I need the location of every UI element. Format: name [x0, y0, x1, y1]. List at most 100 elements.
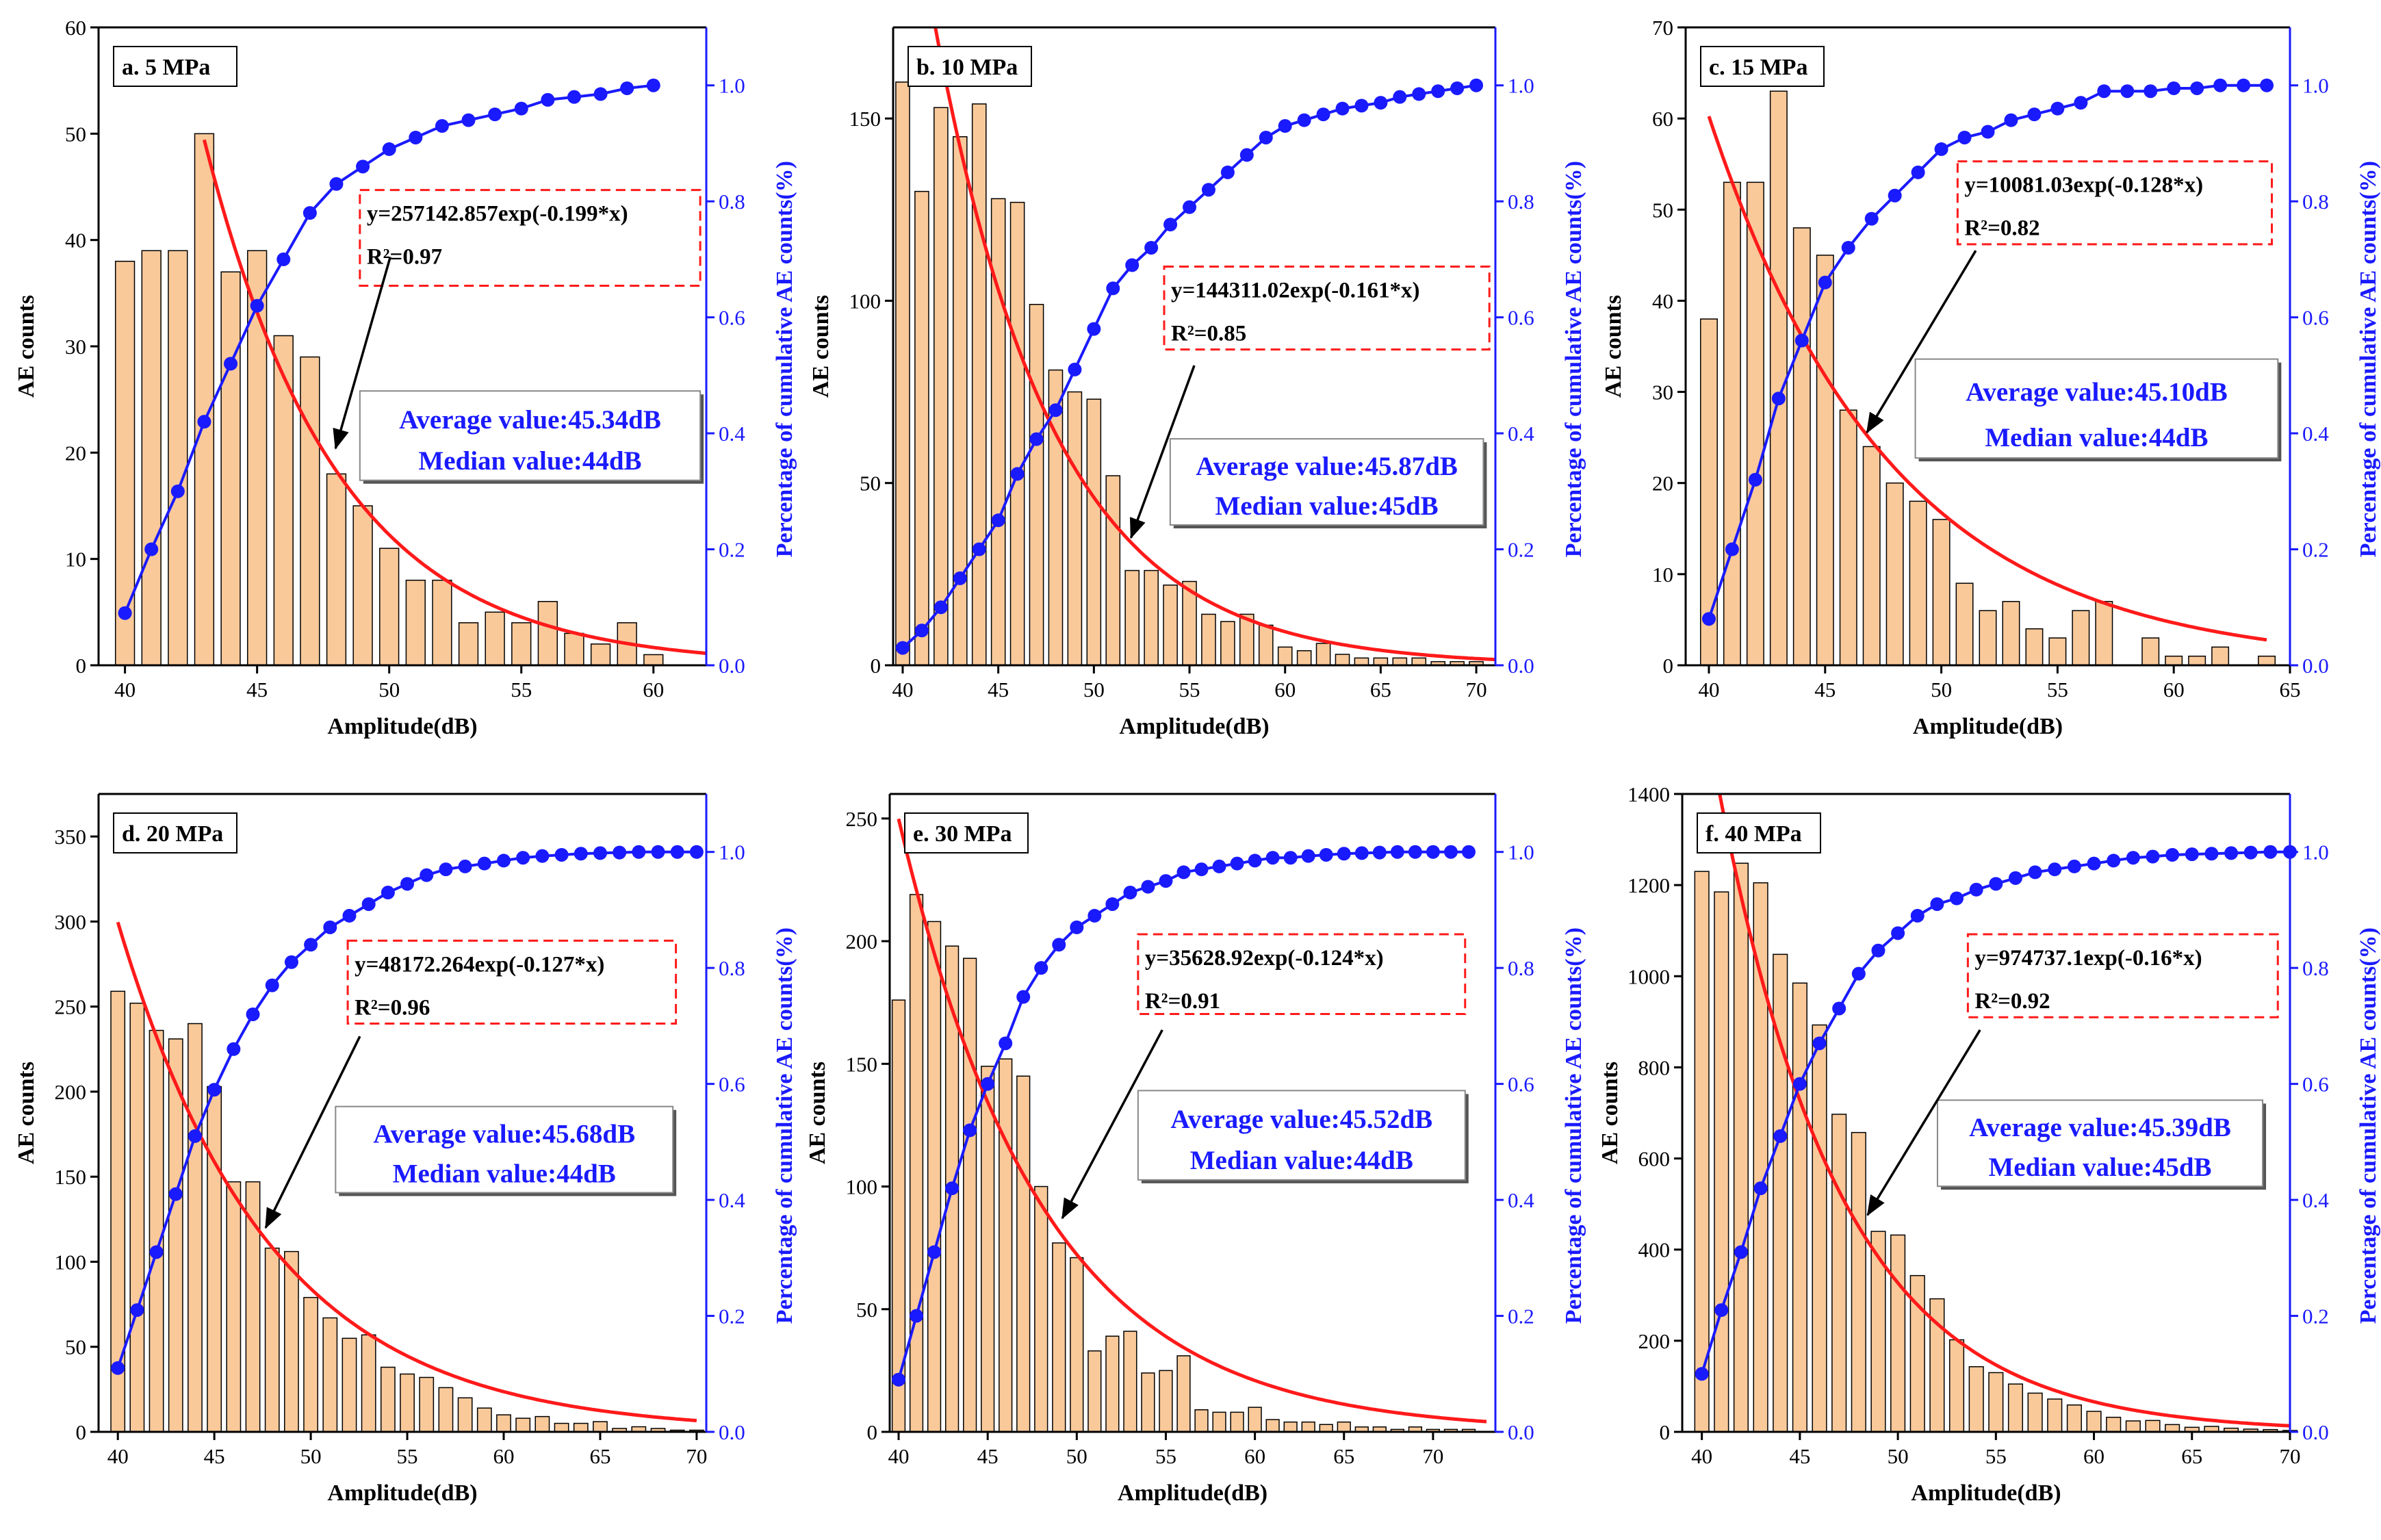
panel-b: 40 45 50 55 60 65 70 0 50 100 150 0.0 0.2 0.4 0.6 0.8 1.… [808, 26, 1586, 739]
bar [590, 643, 611, 666]
fit-r-squared: R²=0.97 [367, 245, 442, 270]
cumulative-point [2087, 856, 2101, 871]
cumulative-point [1989, 877, 2003, 891]
bar [496, 1414, 511, 1433]
cumulative-point [1461, 845, 1476, 859]
cumulative-point [1864, 211, 1879, 226]
y-tick-label: 250 [846, 807, 878, 831]
panel-label: d. 20 MPa [122, 821, 223, 847]
cumulative-point [593, 87, 608, 101]
bar [194, 133, 215, 666]
y2-tick-label: 0.2 [1508, 1305, 1534, 1329]
cumulative-point [2074, 96, 2088, 110]
panel-f: 40 45 50 55 60 65 70 0 200 400 600 800 1000 1200 1400 0… [1597, 782, 2381, 1506]
cumulative-point [981, 1077, 995, 1091]
bar [322, 1317, 338, 1433]
bar [2086, 1411, 2102, 1433]
y2-axis-title: Percentage of cumulative AE counts(%) [2356, 927, 2381, 1324]
panel-label-box [1697, 812, 1821, 854]
panel-d: 40 45 50 55 60 65 70 0 50 100 150 200 250 300 350 0.0 0.… [14, 793, 797, 1506]
y-tick-label: 1000 [1627, 964, 1670, 988]
cumulative-point [1725, 542, 1739, 556]
fit-equation: y=257142.857exp(-0.199*x) [367, 202, 628, 227]
y-tick-label: 0 [1660, 1420, 1671, 1444]
cumulative-point [1771, 392, 1786, 406]
x-tick-label: 65 [589, 1444, 610, 1468]
y-tick-label: 0 [1663, 654, 1674, 678]
bar [457, 1397, 473, 1433]
x-tick-label: 50 [378, 678, 400, 702]
bar [141, 250, 162, 666]
cumulative-point [1818, 275, 1832, 290]
cumulative-point [1029, 432, 1044, 446]
cumulative-point [1934, 142, 1948, 156]
cumulative-point [477, 856, 491, 871]
cumulative-point [2213, 78, 2228, 92]
bar [2027, 1392, 2043, 1433]
cumulative-point [1714, 1303, 1729, 1318]
y2-tick-label: 0.0 [1508, 1420, 1534, 1444]
y-tick-label: 1200 [1627, 873, 1670, 897]
annotation-arrow [333, 257, 391, 450]
stats-box [1914, 358, 2279, 459]
bar [1123, 1331, 1137, 1433]
cumulative-point [170, 484, 185, 498]
y-tick-label: 150 [849, 107, 881, 131]
cumulative-point [613, 845, 627, 860]
bar [537, 601, 558, 666]
cumulative-point [1408, 845, 1422, 859]
cumulative-point [1832, 1001, 1846, 1016]
bar [220, 271, 241, 666]
annotation-arrow [264, 1036, 361, 1229]
cumulative-point [1068, 362, 1082, 376]
bar [2165, 655, 2183, 666]
x-tick-label: 60 [493, 1444, 515, 1468]
bar [1886, 482, 1904, 666]
y-tick-label: 400 [1638, 1238, 1671, 1262]
fit-r-squared: R²=0.92 [1974, 989, 2050, 1014]
bar [342, 1337, 357, 1433]
cumulative-point [111, 1361, 125, 1375]
bar [2125, 1420, 2141, 1433]
bar [535, 1415, 550, 1433]
annotation-arrow [1866, 250, 1977, 434]
bar [458, 622, 479, 666]
cumulative-point [1734, 1245, 1748, 1259]
x-axis-title: Amplitude(dB) [327, 1480, 477, 1506]
bar [405, 579, 426, 666]
fit-equation: y=35628.92exp(-0.124*x) [1145, 946, 1384, 971]
panel-label: e. 30 MPa [913, 821, 1012, 847]
y2-tick-label: 0.8 [1508, 956, 1534, 980]
y2-tick-label: 1.0 [1508, 840, 1534, 864]
cumulative-point [144, 542, 159, 556]
cumulative-point [1144, 240, 1159, 255]
annotation-arrow [1866, 1029, 1981, 1216]
bar [963, 958, 977, 1433]
cumulative-point [1792, 1077, 1807, 1091]
bar [1753, 882, 1768, 1433]
cumulative-point [2120, 84, 2135, 99]
bar [895, 81, 910, 666]
panel-label: c. 15 MPa [1709, 55, 1807, 80]
bar [593, 1421, 608, 1433]
cumulative-point [1278, 119, 1292, 133]
y-tick-label: 150 [846, 1052, 878, 1076]
bar [1144, 569, 1159, 666]
cumulative-point [304, 938, 318, 952]
x-tick-label: 40 [892, 678, 913, 702]
fit-curve [1718, 794, 2290, 1428]
bar [1335, 654, 1350, 666]
bar [1812, 1024, 1827, 1433]
cumulative-point [1301, 849, 1315, 863]
x-tick-label: 60 [2163, 678, 2185, 702]
bar [485, 611, 505, 666]
panel-label: f. 40 MPa [1706, 821, 1802, 847]
cumulative-point [927, 1245, 942, 1259]
y2-tick-label: 0.0 [719, 1420, 745, 1444]
bar [379, 548, 400, 666]
y-axis-title: AE counts [1597, 1062, 1623, 1164]
cumulative-point [488, 107, 502, 122]
cumulative-point [400, 877, 415, 891]
x-tick-label: 45 [246, 678, 268, 702]
bar [1258, 624, 1274, 666]
